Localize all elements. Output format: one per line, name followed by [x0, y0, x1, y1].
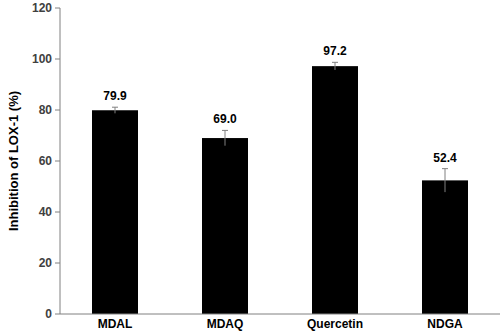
chart: 0 20 40 60 80 100 120 MDAL MDAQ Quercetin NDGA 79.9… — [0, 0, 500, 333]
y-tick-label: 80 — [39, 103, 53, 117]
error-bar — [222, 130, 228, 145]
y-tick — [55, 59, 60, 60]
bar — [312, 66, 358, 314]
error-cap — [442, 168, 448, 169]
y-tick — [55, 314, 60, 315]
error-bar — [332, 62, 338, 70]
y-tick-label: 60 — [39, 154, 53, 168]
data-label: 52.4 — [433, 151, 457, 165]
error-stem — [335, 62, 336, 70]
x-tick-label: NDGA — [427, 317, 463, 331]
y-tick — [55, 212, 60, 213]
bars — [92, 62, 468, 314]
error-stem — [445, 169, 446, 192]
bar — [422, 180, 468, 314]
y-tick — [55, 161, 60, 162]
error-bar — [112, 107, 118, 113]
chart-container: 0 20 40 60 80 100 120 MDAL MDAQ Quercetin NDGA 79.9… — [0, 0, 500, 333]
x-tick-label: MDAL — [98, 317, 133, 331]
error-cap — [332, 62, 338, 63]
bar — [92, 110, 138, 314]
y-tick-label: 0 — [45, 307, 52, 321]
x-tick-label: MDAQ — [207, 317, 244, 331]
data-label: 69.0 — [213, 112, 237, 126]
y-tick — [55, 110, 60, 111]
y-axis-label: Inhibition of LOX-1 (%) — [6, 91, 21, 231]
error-stem — [225, 130, 226, 145]
x-axis — [60, 314, 500, 315]
y-tick-label: 120 — [32, 1, 52, 15]
data-label: 79.9 — [103, 89, 127, 103]
y-tick-label: 20 — [39, 256, 53, 270]
y-tick — [55, 263, 60, 264]
error-bar — [442, 169, 448, 192]
error-stem — [115, 107, 116, 113]
y-tick-label: 100 — [32, 52, 52, 66]
y-tick-label: 40 — [39, 205, 53, 219]
x-tick-label: Quercetin — [307, 317, 363, 331]
data-label: 97.2 — [323, 44, 347, 58]
error-cap — [112, 107, 118, 108]
y-tick — [55, 8, 60, 9]
error-cap — [222, 130, 228, 131]
bar — [202, 138, 248, 314]
